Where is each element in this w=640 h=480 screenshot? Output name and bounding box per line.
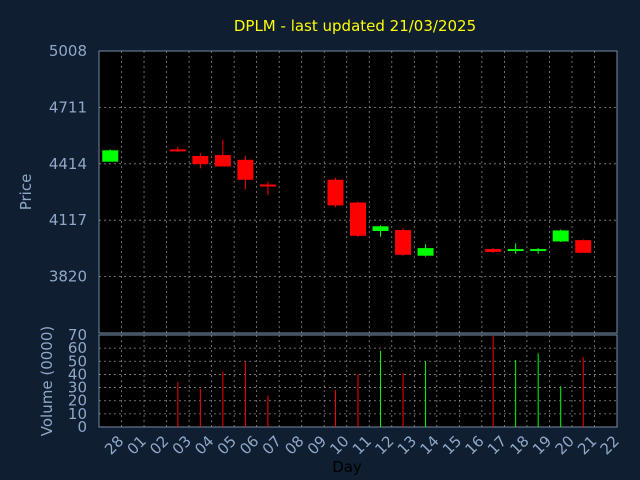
price-tick-label: 5008: [49, 42, 87, 60]
volume-gridlines: [99, 335, 617, 427]
candle-body: [192, 156, 209, 165]
volume-bars: [177, 336, 584, 427]
volume-axis-label: Volume (0000): [38, 326, 56, 436]
candle: [169, 146, 186, 153]
candle: [214, 139, 231, 167]
candle-body: [327, 179, 344, 206]
candle-body: [485, 249, 502, 252]
candles: [102, 139, 592, 257]
candle-body: [530, 249, 547, 252]
candle-body: [507, 249, 524, 252]
chart-title: DPLM - last updated 21/03/2025: [234, 17, 476, 35]
candle-body: [237, 159, 254, 180]
volume-tick-label: 70: [68, 326, 87, 344]
price-plot-area: [98, 50, 618, 334]
volume-tick-label: 10: [68, 405, 87, 423]
candle: [237, 156, 254, 190]
price-tick-label: 4414: [49, 155, 87, 173]
candle: [507, 243, 524, 254]
candle-body: [552, 230, 569, 242]
volume-tick-label: 60: [68, 339, 87, 357]
candle: [259, 181, 276, 195]
candle: [575, 239, 592, 253]
candle-body: [372, 226, 389, 232]
candle-body: [169, 149, 186, 152]
price-axis-label: Price: [17, 174, 35, 211]
candle: [552, 229, 569, 243]
candle: [102, 149, 119, 162]
candle-body: [102, 150, 119, 162]
candle: [372, 225, 389, 237]
candle: [417, 244, 434, 257]
candle: [395, 228, 412, 256]
x-axis-label: Day: [332, 458, 362, 476]
candle: [327, 177, 344, 208]
price-gridlines: [99, 51, 617, 333]
candle: [192, 153, 209, 169]
candle: [350, 201, 366, 237]
x-ticks: 2801020304050607080910111213141516171819…: [101, 432, 623, 458]
candle-body: [417, 248, 434, 256]
candle-body: [395, 230, 412, 255]
price-tick-label: 4117: [49, 211, 87, 229]
price-tick-label: 4711: [49, 98, 87, 116]
candle-body: [214, 155, 231, 167]
volume-tick-label: 40: [68, 365, 87, 383]
candle-body: [575, 240, 592, 253]
volume-tick-label: 20: [68, 392, 87, 410]
candle: [485, 248, 502, 253]
candle-body: [350, 202, 366, 236]
volume-tick-label: 50: [68, 352, 87, 370]
candle-body: [259, 184, 276, 187]
price-y-ticks: 5008 4711 4414 4117 3820: [49, 42, 87, 286]
volume-tick-label: 0: [77, 418, 87, 436]
volume-tick-label: 30: [68, 379, 87, 397]
candle: [530, 248, 547, 254]
price-tick-label: 3820: [49, 268, 87, 286]
